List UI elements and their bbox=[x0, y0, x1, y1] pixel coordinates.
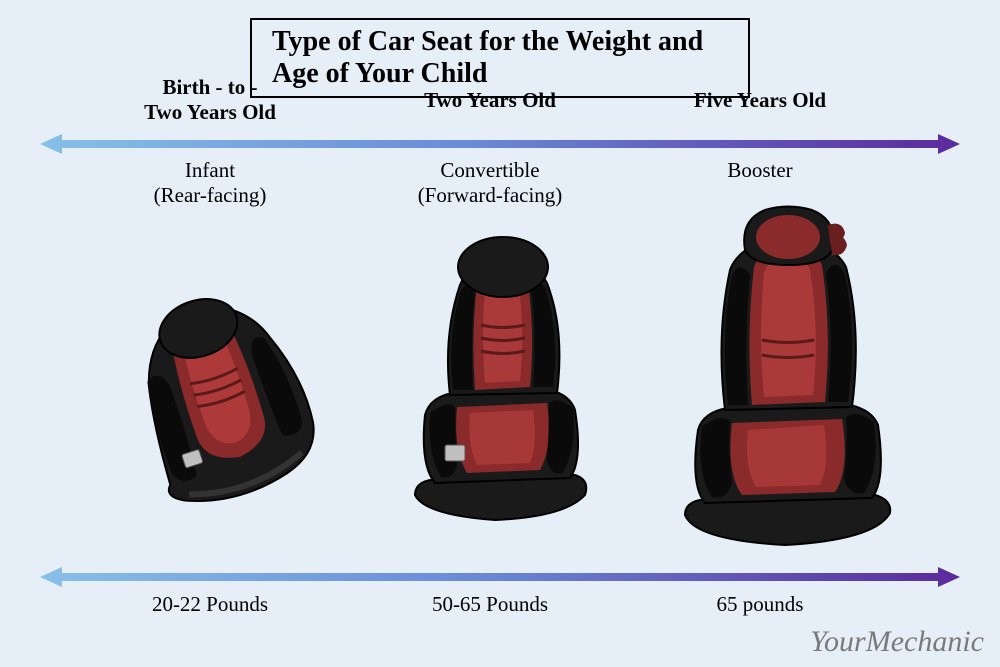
infant-seat-illustration bbox=[105, 275, 335, 520]
title-box: Type of Car Seat for the Weight and Age … bbox=[250, 18, 750, 98]
booster-seat-illustration bbox=[650, 195, 930, 560]
watermark: YourMechanic bbox=[810, 625, 984, 659]
age-label-convertible: Two Years Old bbox=[390, 88, 590, 113]
timeline-arrow-top bbox=[40, 132, 960, 148]
type-label-convertible: Convertible(Forward-facing) bbox=[390, 158, 590, 208]
weight-label-booster: 65 pounds bbox=[660, 592, 860, 617]
type-label-booster: Booster bbox=[680, 158, 840, 183]
weight-label-infant: 20-22 Pounds bbox=[105, 592, 315, 617]
page-title: Type of Car Seat for the Weight and Age … bbox=[272, 26, 728, 90]
age-label-booster: Five Years Old bbox=[660, 88, 860, 113]
weight-arrow-bottom bbox=[40, 565, 960, 581]
weight-label-convertible: 50-65 Pounds bbox=[390, 592, 590, 617]
age-label-infant: Birth - to -Two Years Old bbox=[105, 75, 315, 125]
type-label-infant: Infant(Rear-facing) bbox=[105, 158, 315, 208]
convertible-seat-illustration bbox=[375, 235, 625, 540]
